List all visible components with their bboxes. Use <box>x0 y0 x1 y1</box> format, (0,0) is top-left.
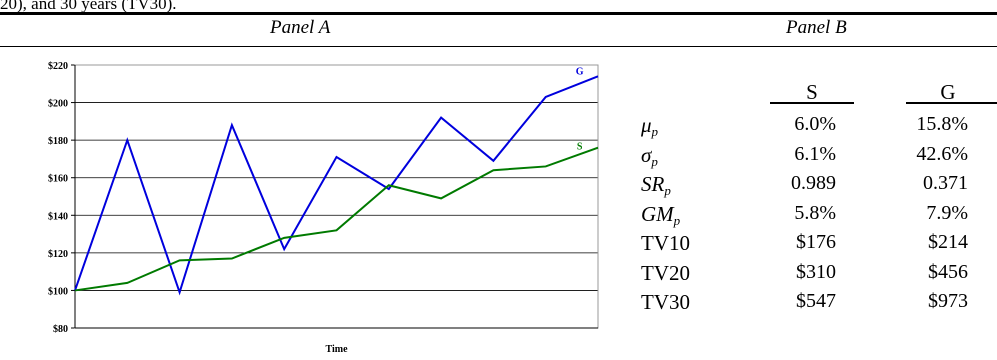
cell-g: 0.371 <box>923 172 968 194</box>
cell-g: $456 <box>928 260 968 283</box>
line-chart: $80 $100 $120 $140 $160 $180 $200 $220 G S Time <box>48 61 599 355</box>
y-tick-label: $220 <box>48 61 68 72</box>
row-label: TV30 <box>641 290 690 314</box>
cell-s: 0.989 <box>791 172 836 194</box>
cell-s: 6.0% <box>794 113 836 135</box>
table-row: σp 6.1% 42.6% <box>0 143 997 170</box>
series-label-s: S <box>577 142 583 153</box>
y-tick-label: $160 <box>48 174 68 185</box>
col-header-g-underline <box>906 102 997 104</box>
cell-s: $176 <box>796 231 836 253</box>
cell-g: $214 <box>928 231 968 253</box>
table-row: TV10 $176 $214 <box>0 231 997 258</box>
table-row: μp 6.0% 15.8% <box>0 113 997 140</box>
cell-g: $973 <box>928 290 968 312</box>
table-row: TV30 $547 $973 <box>0 290 997 317</box>
col-header-s: S <box>806 80 818 104</box>
series-label-g: G <box>576 66 584 77</box>
cell-g: 15.8% <box>916 113 968 135</box>
table-row: GMp 5.8% 7.9% <box>0 202 997 229</box>
row-label: TV20 <box>641 260 690 285</box>
table-row: SRp 0.989 0.371 <box>0 172 997 199</box>
y-tick-label: $120 <box>48 249 68 260</box>
series-line-s <box>74 146 599 292</box>
y-tick-label: $200 <box>48 99 68 110</box>
y-tick-label: $80 <box>53 324 68 335</box>
col-header-s-underline <box>770 102 854 104</box>
caption-fragment: 20), and 30 years (TV30). <box>0 0 177 13</box>
cell-s: 5.8% <box>794 201 836 224</box>
cell-s: $547 <box>796 290 836 312</box>
x-axis-label: Time <box>325 344 348 355</box>
y-tick-label: $180 <box>48 136 68 147</box>
row-label: TV10 <box>641 231 690 255</box>
cell-g: 7.9% <box>926 201 968 224</box>
row-label: μp <box>641 113 659 139</box>
panel-b-title: Panel B <box>786 17 847 38</box>
cell-s: 6.1% <box>794 142 836 165</box>
row-label: GMp <box>641 201 681 228</box>
header-rule <box>0 46 997 47</box>
cell-s: $310 <box>796 260 836 283</box>
top-rule <box>0 12 997 15</box>
row-label: σp <box>641 142 658 169</box>
cell-g: 42.6% <box>916 142 968 165</box>
table-row: TV20 $310 $456 <box>0 261 997 288</box>
series-line-g <box>74 75 599 296</box>
col-header-g: G <box>940 80 956 104</box>
y-tick-label: $140 <box>48 211 68 222</box>
row-label: SRp <box>641 172 671 198</box>
panel-a-title: Panel A <box>270 17 331 38</box>
y-tick-label: $100 <box>48 286 68 297</box>
